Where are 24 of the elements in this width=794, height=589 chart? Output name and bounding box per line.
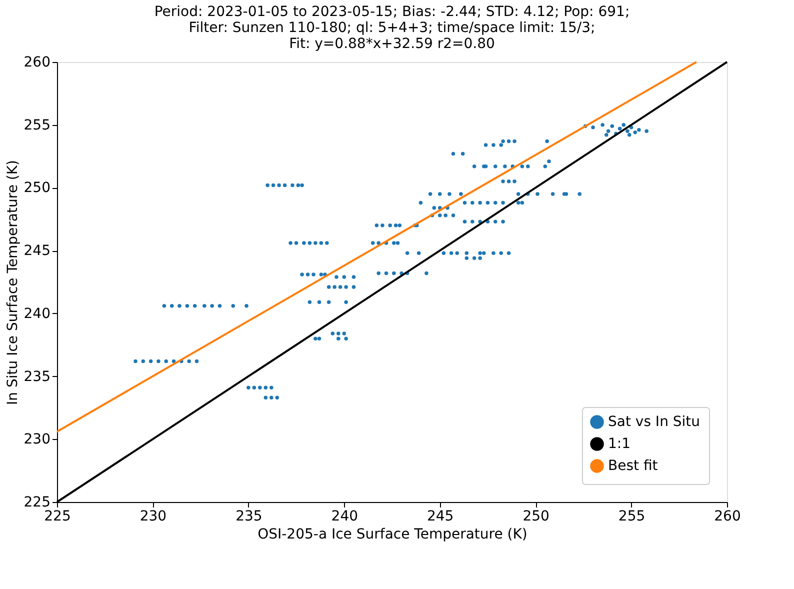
x-axis-title: OSI-205-a Ice Surface Temperature (K) bbox=[258, 526, 528, 542]
y-tick-label: 255 bbox=[24, 117, 50, 134]
x-tick-label: 240 bbox=[331, 508, 358, 524]
y-tick-label: 250 bbox=[24, 180, 50, 196]
x-tick-label: 225 bbox=[44, 508, 71, 524]
x-tick-label: 230 bbox=[140, 508, 167, 524]
text: Filter: Sunzen 110-180; ql: 5+4+3; time/space limit: 15/3; bbox=[188, 20, 596, 36]
y-tick-label: 230 bbox=[24, 432, 50, 448]
y-tick-label: 225 bbox=[24, 494, 50, 510]
y-axis-title: In Situ Ice Surface Temperature (K) bbox=[4, 160, 21, 405]
legend-label: Sat vs In Situ bbox=[608, 414, 700, 430]
x-tick-label: 235 bbox=[236, 508, 262, 524]
legend-label: Best fit bbox=[608, 458, 658, 474]
x-tick-label: 250 bbox=[522, 508, 550, 524]
x-tick-label: 260 bbox=[714, 508, 741, 524]
legend-label: 1:1 bbox=[608, 436, 631, 452]
y-tick-label: 260 bbox=[24, 54, 50, 70]
y-tick-label: 245 bbox=[24, 243, 50, 260]
x-tick-label: 245 bbox=[426, 508, 454, 524]
y-tick-label: 235 bbox=[24, 368, 50, 385]
text: Fit: y=0.88*x+32.59 r2=0.80 bbox=[289, 36, 495, 52]
y-tick-label: 240 bbox=[24, 306, 50, 322]
text: Period: 2023-01-05 to 2023-05-15; Bias: -2.44; STD: 4.12; Pop: 691; bbox=[154, 4, 630, 20]
x-tick-label: 255 bbox=[618, 508, 646, 524]
